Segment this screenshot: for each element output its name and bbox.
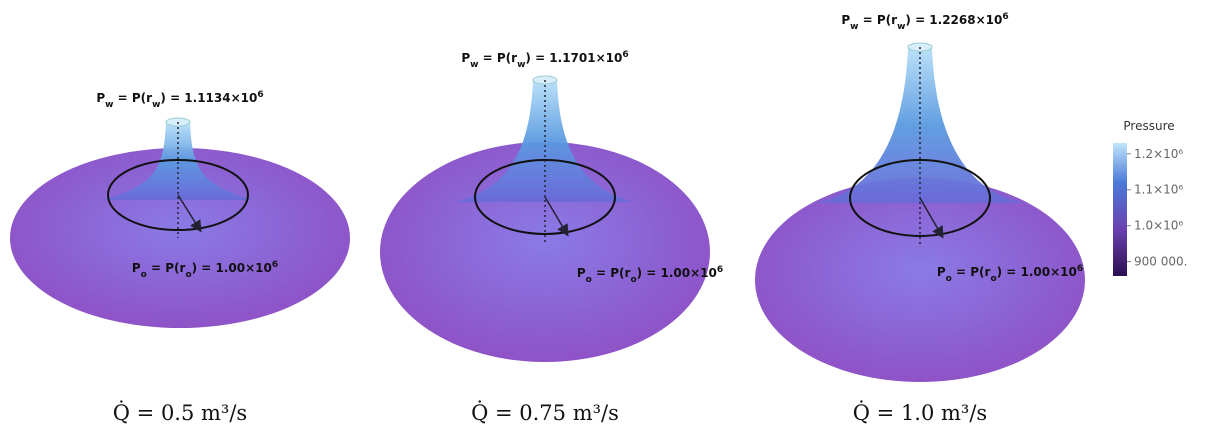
formula-part: = P(r <box>113 91 152 105</box>
formula-part: 6 <box>1002 12 1008 22</box>
radius-circle <box>849 159 991 237</box>
formula-part: ) = 1.1134×10 <box>160 91 257 105</box>
formula-label: Pw = P(rw) = 1.1134×106 <box>96 90 263 110</box>
formula-part: w <box>152 100 160 110</box>
formula-part: ) = 1.00×10 <box>637 266 717 280</box>
formula-label: Po = P(ro) = 1.00×106 <box>132 260 278 280</box>
colorbar-tick-label: 1.1×10⁶ <box>1134 183 1183 197</box>
formula-label: Po = P(ro) = 1.00×106 <box>577 265 723 285</box>
colorbar-tick-label: 1.2×10⁶ <box>1134 147 1183 161</box>
formula-label: Pw = P(rw) = 1.1701×106 <box>461 50 628 70</box>
formula-part: w <box>470 60 478 70</box>
radius-circle <box>107 159 249 231</box>
formula-part: w <box>850 22 858 32</box>
formula-part: = P(r <box>478 51 517 65</box>
formula-part: P <box>96 91 105 105</box>
formula-part: P <box>461 51 470 65</box>
formula-part: ) = 1.2268×10 <box>905 13 1002 27</box>
flow-label: Q̇ = 1.0 m³/s <box>853 401 987 425</box>
formula-part: ) = 1.1701×10 <box>525 51 622 65</box>
formula-part: w <box>897 22 905 32</box>
formula-part: ) = 1.00×10 <box>192 261 272 275</box>
formula-part: ) = 1.00×10 <box>997 265 1077 279</box>
radius-arrow <box>544 196 569 237</box>
formula-part: = P(r <box>147 261 186 275</box>
formula-part: = P(r <box>858 13 897 27</box>
pressure-disk <box>755 178 1085 382</box>
radius-arrow <box>177 194 202 233</box>
formula-part: w <box>105 100 113 110</box>
pressure-disk <box>380 142 710 362</box>
colorbar-tick-label: 900 000. <box>1134 255 1187 269</box>
colorbar-title: Pressure <box>1123 119 1174 133</box>
colorbar <box>1113 143 1127 276</box>
formula-part: = P(r <box>952 265 991 279</box>
formula-part: 6 <box>717 265 723 275</box>
formula-part: w <box>517 60 525 70</box>
formula-label: Pw = P(rw) = 1.2268×106 <box>841 12 1008 32</box>
formula-part: 6 <box>1077 264 1083 274</box>
radius-arrow <box>919 197 944 239</box>
formula-part: o <box>630 275 636 285</box>
formula-part: P <box>132 261 141 275</box>
formula-part: o <box>141 270 147 280</box>
formula-part: o <box>586 275 592 285</box>
formula-part: o <box>185 270 191 280</box>
formula-part: = P(r <box>592 266 631 280</box>
colorbar-tick-label: 1.0×10⁶ <box>1134 219 1183 233</box>
formula-part: o <box>946 274 952 284</box>
pressure-disk <box>10 148 350 328</box>
formula-part: o <box>990 274 996 284</box>
formula-part: 6 <box>622 50 628 60</box>
flow-label: Q̇ = 0.5 m³/s <box>113 401 247 425</box>
flow-label: Q̇ = 0.75 m³/s <box>471 401 619 425</box>
formula-label: Po = P(ro) = 1.00×106 <box>937 264 1083 284</box>
formula-part: 6 <box>272 260 278 270</box>
formula-part: 6 <box>257 90 263 100</box>
formula-part: P <box>577 266 586 280</box>
pressure-cone <box>815 47 1025 203</box>
formula-part: P <box>937 265 946 279</box>
formula-part: P <box>841 13 850 27</box>
